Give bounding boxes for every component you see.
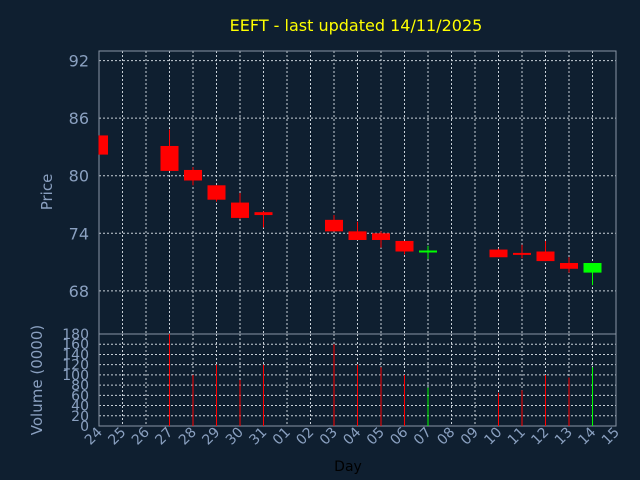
candle-body <box>489 249 508 258</box>
day-tick-label: 29 <box>199 425 223 449</box>
candle-body <box>254 212 273 216</box>
price-axis-label: Price <box>38 174 56 211</box>
candle-body <box>231 202 249 218</box>
volume-tick-label: 40 <box>71 399 89 415</box>
volume-axis-label: Volume (0000) <box>28 325 46 435</box>
day-tick-label: 08 <box>434 425 458 449</box>
x-axis-label: Day <box>334 459 362 475</box>
price-tick-label: 86 <box>69 109 89 128</box>
day-tick-label: 27 <box>152 425 176 449</box>
candle-body <box>99 135 108 155</box>
candle-body <box>419 250 437 253</box>
day-tick-label: 02 <box>293 425 317 449</box>
candle-body <box>583 263 602 273</box>
candle-body <box>325 219 343 232</box>
volume-tick-label: 60 <box>71 388 89 404</box>
day-tick-label: 12 <box>528 425 552 449</box>
day-tick-label: 09 <box>458 425 482 449</box>
day-tick-label: 10 <box>481 425 505 449</box>
day-tick-label: 31 <box>246 425 270 449</box>
volume-bars <box>169 334 593 426</box>
volume-tick-label: 140 <box>62 347 89 363</box>
candle-body <box>207 185 226 200</box>
volume-tick-label: 120 <box>62 358 89 374</box>
candle-body <box>395 240 414 252</box>
candle-body <box>160 145 179 171</box>
candle-body <box>536 251 555 262</box>
candle-body <box>372 233 390 240</box>
volume-tick-label: 180 <box>62 327 89 343</box>
candle-body <box>348 231 367 240</box>
day-tick-label: 03 <box>317 425 341 449</box>
volume-tick-label: 160 <box>62 337 89 353</box>
chart-title: EEFT - last updated 14/11/2025 <box>230 16 483 35</box>
volume-tick-label: 100 <box>62 368 89 384</box>
day-tick-label: 05 <box>364 425 388 449</box>
day-tick-label: 15 <box>599 425 623 449</box>
candle-body <box>560 263 578 269</box>
candles <box>98 129 602 286</box>
candle-body <box>184 169 202 181</box>
day-tick-label: 06 <box>387 424 411 448</box>
price-tick-label: 68 <box>69 282 89 301</box>
day-tick-label: 13 <box>552 425 576 449</box>
day-tick-label: 26 <box>129 424 153 448</box>
price-tick-label: 80 <box>69 167 89 186</box>
day-tick-label: 11 <box>505 425 529 449</box>
volume-tick-label: 0 <box>80 419 89 435</box>
day-tick-label: 04 <box>340 424 364 448</box>
price-tick-label: 74 <box>69 224 89 243</box>
day-tick-labels: 24 25 26 27 28 29 30 31 01 02 03 04 05 06 07 08 09 10 11 12… <box>82 424 623 448</box>
day-tick-label: 07 <box>411 425 435 449</box>
candle-body <box>513 252 531 255</box>
volume-tick-label: 80 <box>71 378 89 394</box>
volume-tick-label: 20 <box>71 409 89 425</box>
price-tick-labels: 92 86 80 74 68 <box>69 52 89 301</box>
day-tick-label: 30 <box>223 425 247 449</box>
price-tick-label: 92 <box>69 52 89 71</box>
day-tick-label: 14 <box>575 424 599 448</box>
price-grid <box>98 51 617 334</box>
day-tick-label: 25 <box>105 425 129 449</box>
day-tick-label: 28 <box>176 425 200 449</box>
day-tick-label: 01 <box>270 425 294 449</box>
